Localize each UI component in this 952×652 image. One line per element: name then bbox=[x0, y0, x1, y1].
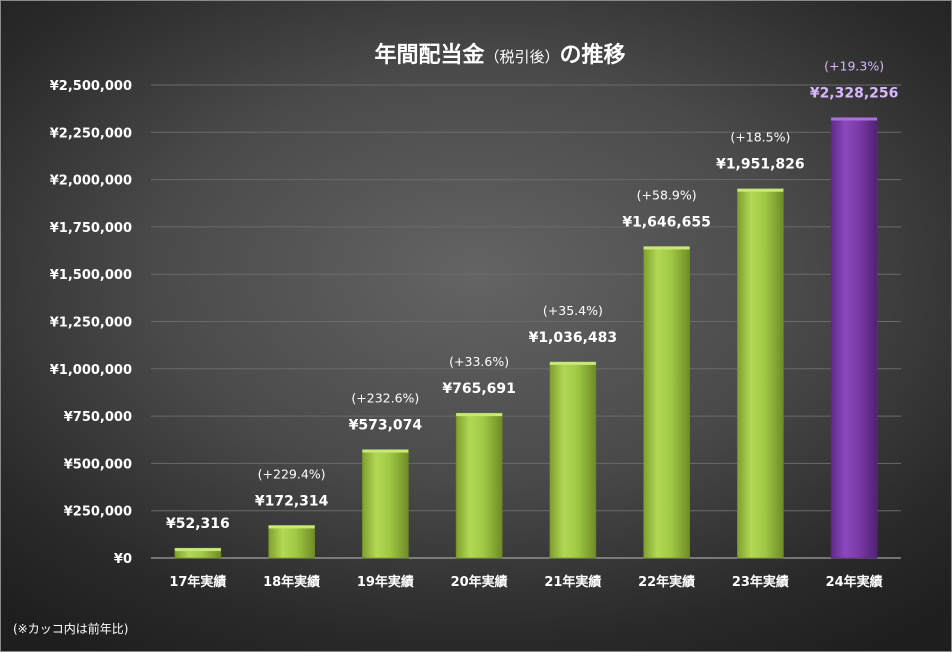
growth-label: (+58.9%) bbox=[637, 187, 697, 202]
y-tick-label: ¥1,500,000 bbox=[50, 268, 132, 283]
bar bbox=[737, 188, 784, 559]
chart-title: 年間配当金（税引後）の推移 bbox=[374, 42, 625, 68]
x-tick-label: 21年実績 bbox=[544, 574, 601, 590]
y-tick-label: ¥1,250,000 bbox=[50, 316, 132, 331]
bar bbox=[830, 117, 878, 559]
value-label: ¥52,316 bbox=[166, 516, 230, 532]
value-label: ¥1,036,483 bbox=[529, 330, 618, 346]
y-tick-label: ¥2,250,000 bbox=[50, 126, 132, 141]
x-tick-label: 19年実績 bbox=[357, 574, 414, 590]
value-label: ¥2,328,256 bbox=[810, 85, 899, 101]
gridlines bbox=[151, 84, 901, 512]
bar-top-highlight bbox=[456, 413, 503, 417]
x-tick-label: 24年実績 bbox=[826, 574, 883, 590]
x-axis: 17年実績 18年実績 19年実績 20年実績 21年実績 22年実績 23年実績 24年実績 bbox=[169, 574, 882, 590]
y-axis: ¥0 ¥250,000 ¥500,000 ¥750,000 ¥1,000,000 ¥1,2… bbox=[50, 79, 901, 567]
bar bbox=[643, 246, 690, 559]
x-tick-label: 20年実績 bbox=[451, 574, 508, 590]
x-tick-label: 22年実績 bbox=[638, 574, 695, 590]
x-tick-label: 23年実績 bbox=[732, 574, 789, 590]
growth-label: (+229.4%) bbox=[258, 466, 326, 481]
bar-top-highlight bbox=[174, 548, 221, 552]
y-tick-label: ¥500,000 bbox=[64, 457, 132, 472]
bar bbox=[268, 525, 315, 559]
value-label: ¥765,691 bbox=[442, 381, 516, 397]
value-label: ¥172,314 bbox=[255, 493, 329, 509]
bar-top-highlight bbox=[268, 525, 315, 529]
growth-label: (+232.6%) bbox=[351, 391, 419, 406]
y-tick-label: ¥1,000,000 bbox=[50, 363, 132, 378]
bar-top-highlight bbox=[643, 246, 690, 250]
x-tick-label: 18年実績 bbox=[263, 574, 320, 590]
y-tick-label: ¥2,000,000 bbox=[50, 174, 132, 189]
value-label: ¥573,074 bbox=[349, 418, 423, 434]
growth-label: (+18.5%) bbox=[730, 130, 790, 145]
y-tick-label: ¥0 bbox=[114, 552, 132, 567]
footnote: (※カッコ内は前年比) bbox=[13, 622, 129, 636]
value-label: ¥1,646,655 bbox=[622, 214, 711, 230]
y-tick-label: ¥250,000 bbox=[64, 505, 132, 520]
value-label: ¥1,951,826 bbox=[716, 157, 805, 173]
y-tick-label: ¥750,000 bbox=[64, 410, 132, 425]
bar bbox=[362, 449, 409, 559]
y-tick-label: ¥2,500,000 bbox=[50, 79, 132, 94]
growth-label: (+33.6%) bbox=[449, 354, 509, 369]
growth-label: (+19.3%) bbox=[824, 58, 884, 73]
bar bbox=[549, 361, 597, 559]
bar-top-highlight bbox=[549, 361, 596, 365]
bars bbox=[174, 117, 878, 559]
bar-top-highlight bbox=[362, 449, 409, 453]
y-tick-label: ¥1,750,000 bbox=[50, 221, 132, 236]
data-labels: ¥52,316 ¥172,314 (+229.4%) ¥573,074 (+232.6%… bbox=[166, 58, 898, 532]
x-tick-label: 17年実績 bbox=[169, 574, 226, 590]
bar-top-highlight bbox=[831, 117, 878, 121]
bar bbox=[455, 412, 503, 559]
bar-top-highlight bbox=[737, 188, 784, 192]
growth-label: (+35.4%) bbox=[543, 303, 603, 318]
